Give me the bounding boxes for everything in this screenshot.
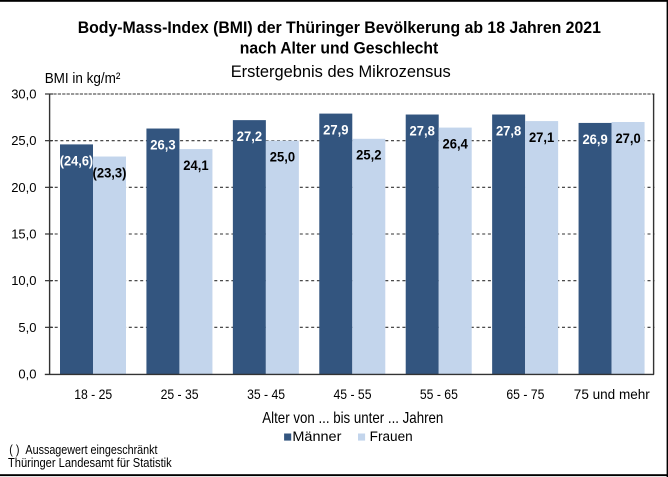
svg-text:nach Alter und Geschlecht: nach Alter und Geschlecht [240, 39, 439, 58]
svg-text:18 - 25: 18 - 25 [74, 387, 112, 402]
svg-text:25,2: 25,2 [356, 148, 381, 163]
svg-text:25,0: 25,0 [11, 133, 36, 148]
svg-text:10,0: 10,0 [11, 273, 36, 288]
svg-text:Alter von ... bis unter ... Ja: Alter von ... bis unter ... Jahren [262, 410, 443, 427]
svg-text:45 - 55: 45 - 55 [334, 387, 372, 402]
svg-text:65 - 75: 65 - 75 [506, 387, 544, 402]
svg-text:35 - 45: 35 - 45 [247, 387, 285, 402]
svg-text:27,9: 27,9 [323, 123, 348, 138]
svg-text:BMI in kg/m²: BMI in kg/m² [45, 70, 121, 87]
svg-text:0,0: 0,0 [18, 367, 36, 382]
svg-text:15,0: 15,0 [11, 227, 36, 242]
svg-text:26,3: 26,3 [150, 137, 175, 152]
svg-text:26,9: 26,9 [582, 132, 607, 147]
svg-text:55 - 65: 55 - 65 [420, 387, 458, 402]
svg-text:27,8: 27,8 [496, 123, 522, 138]
svg-text:Body-Mass-Index (BMI) der Thür: Body-Mass-Index (BMI) der Thüringer Bevö… [78, 18, 601, 37]
svg-text:Erstergebnis des Mikrozensus: Erstergebnis des Mikrozensus [231, 63, 451, 81]
svg-text:27,1: 27,1 [529, 130, 555, 145]
svg-text:Thüringer Landesamt für Statis: Thüringer Landesamt für Statistik [8, 455, 172, 470]
svg-text:Frauen: Frauen [370, 429, 413, 444]
svg-text:27,2: 27,2 [237, 129, 262, 144]
svg-text:27,8: 27,8 [410, 123, 436, 138]
svg-text:(24,6): (24,6) [60, 153, 93, 168]
svg-text:30,0: 30,0 [11, 87, 36, 102]
svg-text:Männer: Männer [292, 429, 342, 444]
svg-text:24,1: 24,1 [183, 158, 209, 173]
svg-text:27,0: 27,0 [615, 131, 640, 146]
svg-text:20,0: 20,0 [11, 180, 36, 195]
svg-text:75 und mehr: 75 und mehr [574, 387, 651, 402]
svg-text:( ) Aussagewert eingeschränkt: ( ) Aussagewert eingeschränkt [9, 442, 158, 457]
svg-text:5,0: 5,0 [18, 320, 36, 335]
svg-text:26,4: 26,4 [443, 137, 469, 152]
svg-text:25,0: 25,0 [270, 150, 295, 165]
svg-text:(23,3): (23,3) [93, 165, 127, 180]
svg-text:25 - 35: 25 - 35 [161, 387, 199, 402]
